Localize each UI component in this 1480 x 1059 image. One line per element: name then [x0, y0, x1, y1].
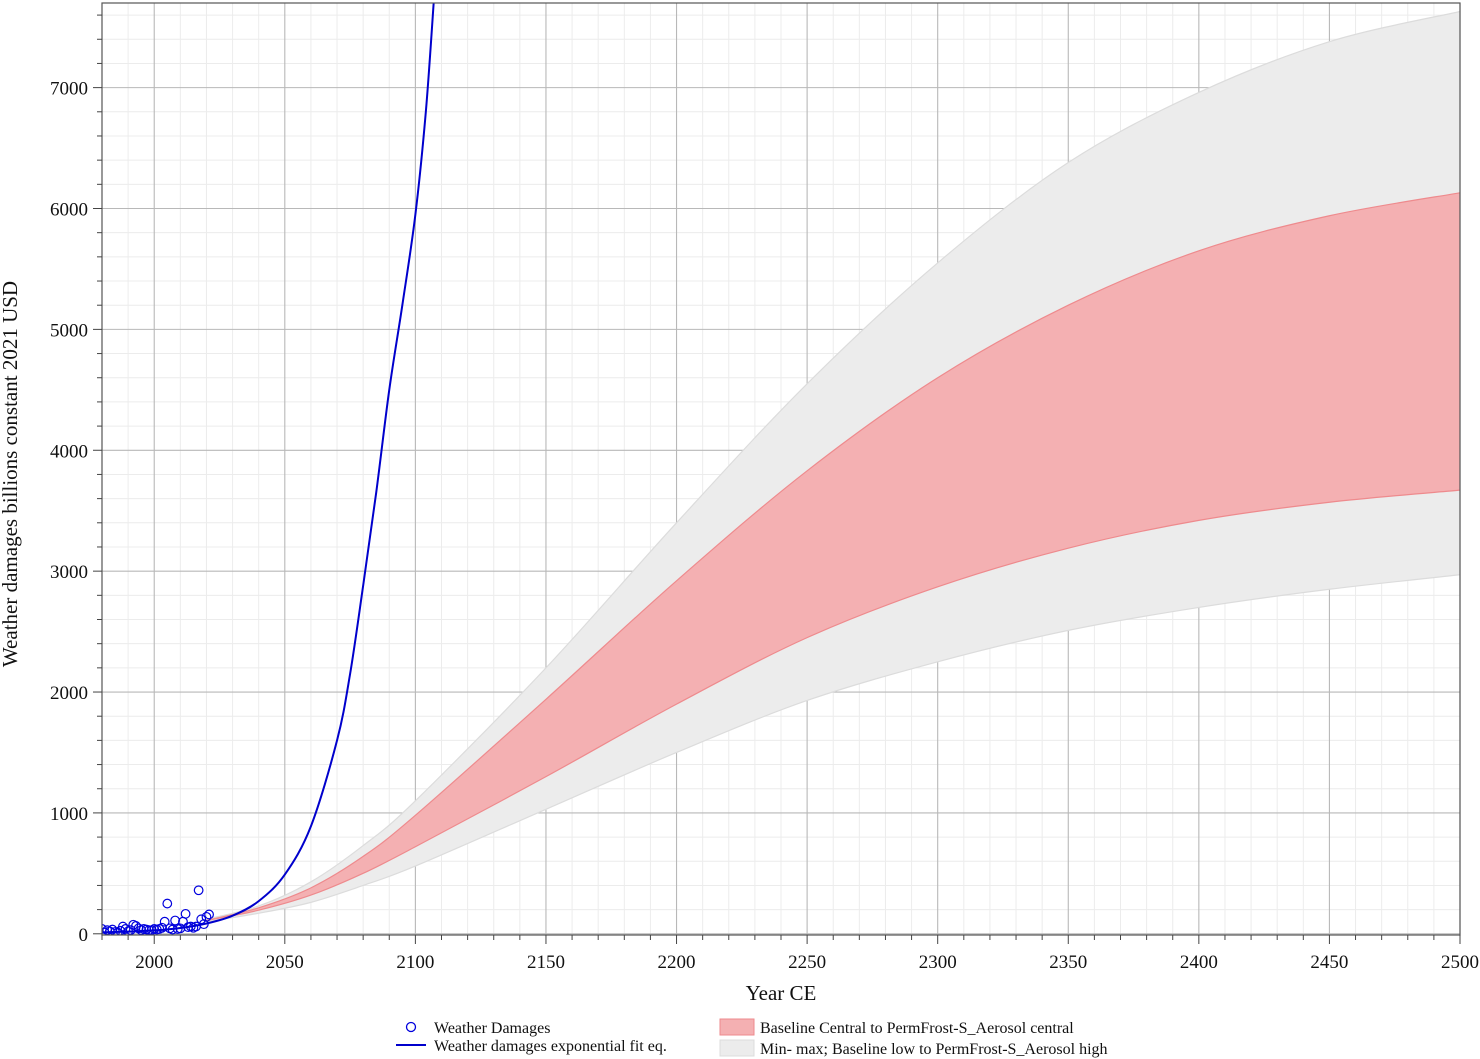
legend-marker-weather-damages: [405, 1021, 417, 1033]
central-band-lower-edge: [206, 489, 1460, 922]
weather-damage-point: [104, 926, 115, 935]
x-tick-label: 2050: [266, 952, 304, 973]
minmax-band-lower-edge: [206, 574, 1460, 923]
y-tick-label: 4000: [50, 441, 88, 462]
weather-damage-point: [112, 927, 123, 935]
x-tick-label: 2350: [1049, 952, 1087, 973]
weather-damage-point: [133, 923, 144, 934]
y-tick-label: 2000: [50, 683, 88, 704]
y-tick-label: 1000: [50, 804, 88, 825]
x-axis-label: Year CE: [746, 981, 817, 1005]
weather-damage-point: [120, 924, 131, 934]
x-tick-label: 2250: [788, 952, 826, 973]
x-tick-label: 2150: [527, 952, 565, 973]
central-band-fill: [206, 192, 1460, 921]
weather-damage-point: [167, 924, 178, 935]
weather-damage-point: [107, 924, 118, 935]
y-tick-label: 3000: [50, 562, 88, 583]
weather-damage-point: [204, 909, 214, 920]
legend-label-weather-damages: Weather Damages: [434, 1020, 550, 1037]
weather-damage-point: [170, 915, 181, 926]
fit-lines: [102, 3, 435, 934]
legend-label-exponential-fit: Weather damages exponential fit eq.: [434, 1038, 667, 1055]
x-axis-ticks: 2000 2050 2100 2150 2200 2250 2300 2350 2400 2450…: [101, 935, 1479, 973]
legend-swatch-central-band: [719, 1018, 755, 1036]
weather-damage-point: [180, 908, 191, 919]
legend-swatch-minmax-band: [719, 1039, 755, 1057]
y-tick-label: 5000: [50, 320, 88, 341]
x-tick-label: 2450: [1310, 952, 1348, 973]
y-tick-label: 7000: [50, 79, 88, 100]
minmax-band-upper-edge: [206, 10, 1460, 920]
x-tick-label: 2300: [919, 952, 957, 973]
weather-damage-point: [110, 927, 120, 935]
weather-damage-point: [201, 911, 212, 922]
weather-damage-point: [159, 916, 170, 927]
central-band-upper-edge: [206, 192, 1460, 922]
x-tick-label: 2100: [396, 952, 434, 973]
y-axis-label: Weather damages billions constant 2021 U…: [0, 281, 22, 667]
legend-label-central-band: Baseline Central to PermFrost-S_Aerosol …: [760, 1020, 1074, 1037]
exponential-fit-line: [102, 3, 435, 934]
y-tick-label: 6000: [50, 199, 88, 220]
bands: [206, 10, 1460, 923]
y-axis-ticks: 0 1000 2000 3000 4000 5000 6000 7000: [50, 14, 102, 946]
weather-damage-point: [157, 922, 167, 933]
x-tick-label: 2500: [1441, 952, 1479, 973]
legend-label-minmax-band: Min- max; Baseline low to PermFrost-S_Ae…: [760, 1041, 1108, 1058]
weather-damage-point: [162, 898, 173, 909]
weather-damage-point: [175, 923, 186, 934]
minor-gridlines: [101, 3, 1460, 935]
y-tick-label: 0: [79, 925, 89, 946]
weather-damage-point: [117, 921, 128, 932]
x-tick-label: 2200: [658, 952, 696, 973]
x-tick-label: 2000: [135, 952, 173, 973]
weather-damage-point: [193, 885, 204, 896]
legend: Weather Damages Weather damages exponent…: [396, 1018, 1108, 1058]
x-tick-label: 2400: [1180, 952, 1218, 973]
weather-damage-point: [196, 914, 207, 925]
